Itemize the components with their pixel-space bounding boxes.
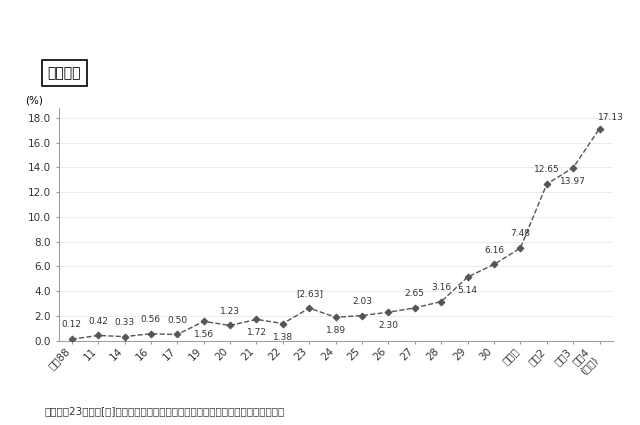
Text: 1.89: 1.89 bbox=[326, 326, 346, 335]
Text: 注：平成23年度の[　]内の割合は、岩手県、宮城県及び福島県を除く全国の結果。: 注：平成23年度の[ ]内の割合は、岩手県、宮城県及び福島県を除く全国の結果。 bbox=[45, 406, 285, 416]
Text: 17.13: 17.13 bbox=[598, 113, 623, 122]
Text: 2.30: 2.30 bbox=[378, 321, 399, 330]
Text: 0.50: 0.50 bbox=[167, 316, 188, 325]
Text: 0.42: 0.42 bbox=[88, 317, 108, 326]
Text: 0.12: 0.12 bbox=[61, 320, 82, 329]
Text: 3.16: 3.16 bbox=[431, 283, 451, 292]
Text: 5.14: 5.14 bbox=[458, 286, 477, 295]
Text: 12.65: 12.65 bbox=[534, 165, 559, 174]
Text: 0.56: 0.56 bbox=[141, 315, 161, 324]
Text: 1.72: 1.72 bbox=[246, 329, 266, 337]
Text: 6.16: 6.16 bbox=[484, 246, 504, 255]
Text: （男性）: （男性） bbox=[47, 66, 81, 80]
Text: 1.56: 1.56 bbox=[194, 330, 214, 340]
Text: 1.23: 1.23 bbox=[220, 307, 240, 316]
Text: [2.63]: [2.63] bbox=[296, 289, 323, 298]
Text: 0.33: 0.33 bbox=[115, 318, 134, 327]
Text: (%): (%) bbox=[26, 96, 43, 105]
Text: 2.65: 2.65 bbox=[405, 289, 425, 298]
Text: 1.38: 1.38 bbox=[273, 333, 293, 342]
Text: 13.97: 13.97 bbox=[560, 177, 586, 186]
Text: 2.03: 2.03 bbox=[352, 297, 372, 306]
Text: 7.48: 7.48 bbox=[510, 230, 531, 238]
